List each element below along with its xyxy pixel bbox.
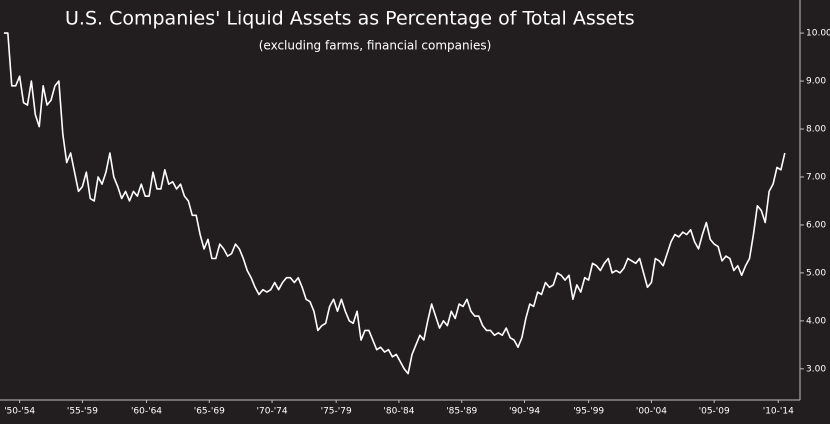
x-tick-label: '10-'14 xyxy=(763,407,794,417)
x-tick-label: '75-'79 xyxy=(321,407,352,417)
chart-subtitle: (excluding farms, financial companies) xyxy=(259,39,492,53)
x-tick-label: '95-'99 xyxy=(573,407,604,417)
chart-title: U.S. Companies' Liquid Assets as Percent… xyxy=(65,8,635,30)
x-tick-label: '60-'64 xyxy=(131,407,162,417)
y-tick-label: 10.00 xyxy=(806,29,830,39)
x-tick-label: '05-'09 xyxy=(699,407,730,417)
x-tick-label: '70-'74 xyxy=(257,407,288,417)
data-line xyxy=(3,32,786,375)
y-tick-label: 6.00 xyxy=(806,220,826,230)
y-tick-label: 4.00 xyxy=(806,316,826,326)
y-tick-label: 8.00 xyxy=(806,125,826,135)
x-tick-label: '50-'54 xyxy=(4,407,35,417)
x-tick-label: '80-'84 xyxy=(383,407,414,417)
y-tick-label: 3.00 xyxy=(806,364,826,374)
x-tick-label: '00-'04 xyxy=(636,407,667,417)
y-tick-label: 7.00 xyxy=(806,172,826,182)
y-tick-label: 5.00 xyxy=(806,268,826,278)
y-tick-label: 9.00 xyxy=(806,77,826,87)
x-tick-label: '90-'94 xyxy=(509,407,540,417)
x-tick-label: '85-'89 xyxy=(446,407,477,417)
x-tick-label: '65-'69 xyxy=(194,407,225,417)
x-tick-label: '55-'59 xyxy=(67,407,98,417)
